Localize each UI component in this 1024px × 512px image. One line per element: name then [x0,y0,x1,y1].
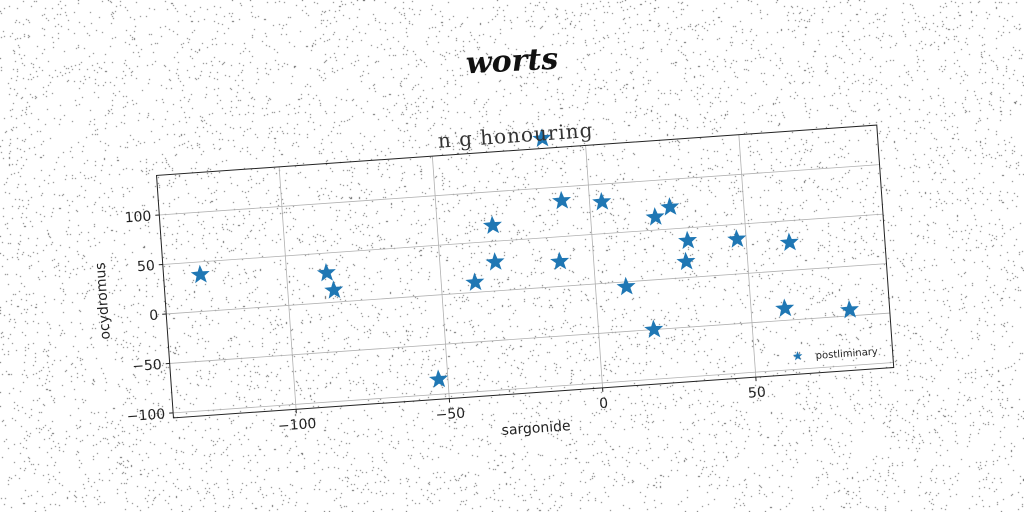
data-point [429,369,449,388]
x-tick-label: −100 [277,416,316,435]
data-point [676,251,696,271]
data-point [532,128,552,148]
x-axis-label: sargonide [501,418,571,439]
y-tick-label: 50 [137,258,156,275]
data-point [839,299,859,319]
data-point [660,197,680,216]
data-point [592,191,612,211]
x-tick-label: 0 [599,396,609,413]
y-tick-label: −50 [132,357,163,375]
grid [159,134,894,414]
data-point [550,251,570,271]
data-point [324,280,344,299]
y-gridline [162,213,884,265]
data-point [485,252,505,271]
data-point [727,229,747,248]
data-point [645,207,665,226]
data-point [644,319,664,339]
y-tick-label: 0 [149,308,159,325]
x-gridline [278,166,297,410]
data-point [552,190,572,210]
data-point [190,264,210,284]
x-gridline [738,134,757,378]
y-gridline [159,164,880,216]
data-point [678,230,698,250]
x-tick-label: 50 [747,384,766,401]
legend: postliminary [792,347,878,362]
data-point [616,276,636,296]
y-tick-label: 100 [124,209,152,227]
y-tick-label: −100 [126,406,165,425]
data-point [465,272,485,291]
legend-label: postliminary [815,347,878,362]
data-point [775,298,795,317]
y-gridline [169,312,890,364]
x-tick-label: −50 [435,406,466,424]
x-gridline [585,145,603,388]
legend-star-icon [792,351,803,361]
data-points [190,128,859,388]
y-gridline [173,362,894,414]
x-gridline [431,156,450,399]
data-point [482,215,502,234]
axes-frame [155,124,895,419]
legend-marker [792,351,803,361]
y-gridline [166,263,887,315]
tick-labels: −100 −50 0 50 −100 −50 0 50 100 [124,209,766,435]
chart-title: n g honouring [437,118,594,153]
data-point [779,232,799,252]
y-axis-label: ocydromus [92,262,113,340]
data-point [316,262,336,282]
